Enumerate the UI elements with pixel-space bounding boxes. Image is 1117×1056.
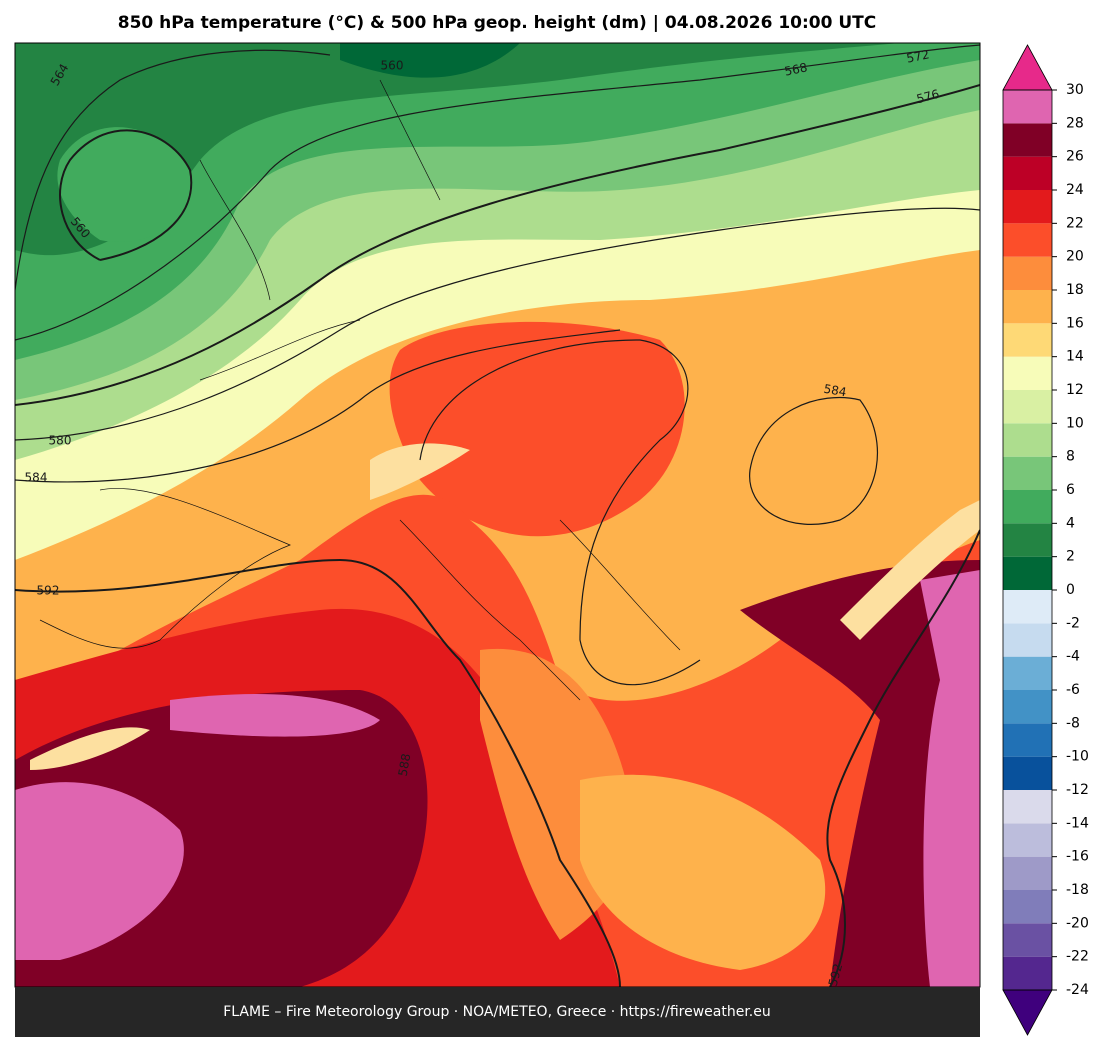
colorbar-tick-label: -14 xyxy=(1066,815,1089,831)
colorbar-over xyxy=(1002,44,1053,91)
colorbar-tick-label: 14 xyxy=(1066,349,1084,365)
colorbar-band xyxy=(1003,590,1052,624)
colorbar-band xyxy=(1003,690,1052,724)
colorbar-band xyxy=(1003,790,1052,824)
temp-zone xyxy=(15,43,980,360)
temp-zone xyxy=(389,321,685,537)
map: 564 560 560 568 572 576 580 584 584 592 … xyxy=(15,43,980,988)
colorbar-band xyxy=(1003,90,1052,124)
contour-label: 592 xyxy=(826,962,845,988)
colorbar-tick-label: 10 xyxy=(1066,415,1084,431)
contour-label: 584 xyxy=(25,471,48,485)
colorbar-band xyxy=(1003,356,1052,390)
colorbar-band xyxy=(1003,956,1052,990)
temp-zone xyxy=(920,570,980,987)
footer-text: FLAME – Fire Meteorology Group · NOA/MET… xyxy=(223,1004,771,1020)
temp-zone xyxy=(340,43,520,78)
contour-label: 592 xyxy=(37,584,60,598)
colorbar-band xyxy=(1003,490,1052,524)
colorbar-tick-label: -6 xyxy=(1066,682,1080,698)
colorbar-tick-label: -12 xyxy=(1066,782,1089,798)
colorbar-tick-label: -20 xyxy=(1066,915,1089,931)
colorbar-band xyxy=(1003,756,1052,790)
contour-label: 560 xyxy=(381,59,404,73)
colorbar-band xyxy=(1003,823,1052,857)
colorbar-tick-label: -4 xyxy=(1066,649,1080,665)
colorbar-tick-label: 16 xyxy=(1066,315,1084,331)
colorbar-tick-label: 26 xyxy=(1066,149,1084,165)
colorbar-band xyxy=(1003,856,1052,890)
temp-zone xyxy=(170,694,380,737)
footer-bar xyxy=(15,987,980,1037)
colorbar-tick-label: 0 xyxy=(1066,582,1075,598)
contour-label: 580 xyxy=(49,434,72,448)
contour-label: 584 xyxy=(823,382,848,400)
colorbar-band xyxy=(1003,256,1052,290)
colorbar: -24-22-20-18-16-14-12-10-8-6-4-202468101… xyxy=(1002,44,1089,1036)
temp-zone xyxy=(580,774,826,970)
colorbar-band xyxy=(1003,390,1052,424)
colorbar-tick-label: 24 xyxy=(1066,182,1084,198)
contour-label: 588 xyxy=(396,752,414,777)
colorbar-band xyxy=(1003,556,1052,590)
map-title: 850 hPa temperature (°C) & 500 hPa geop.… xyxy=(118,13,877,33)
contour xyxy=(59,129,193,261)
colorbar-tick-label: -18 xyxy=(1066,882,1089,898)
colorbar-band xyxy=(1003,523,1052,557)
colorbar-tick-label: 4 xyxy=(1066,515,1075,531)
contour-label: 576 xyxy=(915,87,941,106)
temp-zone xyxy=(740,560,980,987)
colorbar-band xyxy=(1003,156,1052,190)
colorbar-band xyxy=(1003,223,1052,257)
colorbar-band xyxy=(1003,923,1052,957)
contour xyxy=(826,529,980,987)
coastline xyxy=(199,319,681,701)
colorbar-tick-label: 8 xyxy=(1066,449,1075,465)
colorbar-band xyxy=(1003,423,1052,457)
contour xyxy=(15,49,331,291)
colorbar-tick-label: 18 xyxy=(1066,282,1084,298)
colorbar-tick-label: -16 xyxy=(1066,849,1089,865)
colorbar-band xyxy=(1003,656,1052,690)
temp-zone xyxy=(15,782,184,960)
colorbar-tick-label: 2 xyxy=(1066,549,1075,565)
colorbar-band xyxy=(1003,190,1052,224)
colorbar-tick-label: 6 xyxy=(1066,482,1075,498)
colorbar-band xyxy=(1003,456,1052,490)
contour xyxy=(15,44,980,341)
colorbar-tick-label: -8 xyxy=(1066,715,1080,731)
colorbar-band xyxy=(1003,290,1052,324)
colorbar-tick-label: 30 xyxy=(1066,82,1084,98)
colorbar-tick-label: 28 xyxy=(1066,115,1084,131)
contour-label: 568 xyxy=(783,60,808,78)
temp-zone xyxy=(370,443,470,500)
colorbar-frame xyxy=(1002,89,1053,991)
contour xyxy=(15,558,621,987)
contour xyxy=(419,339,701,686)
colorbar-band xyxy=(1003,723,1052,757)
contour xyxy=(749,396,879,525)
colorbar-tick-label: 22 xyxy=(1066,215,1084,231)
colorbar-tick-label: -24 xyxy=(1066,982,1089,998)
colorbar-under xyxy=(1002,989,1053,1036)
contour-label: 572 xyxy=(905,47,930,65)
temp-zone xyxy=(57,127,192,242)
colorbar-tick-label: 12 xyxy=(1066,382,1084,398)
temp-zone xyxy=(30,727,150,770)
coastline xyxy=(199,79,441,301)
contour xyxy=(15,207,980,441)
colorbar-tick-label: -22 xyxy=(1066,949,1089,965)
contour xyxy=(15,84,980,406)
colorbar-band xyxy=(1003,123,1052,157)
colorbar-tick-label: -10 xyxy=(1066,749,1089,765)
contour xyxy=(15,329,621,483)
colorbar-tick-label: 20 xyxy=(1066,249,1084,265)
temp-zone xyxy=(840,500,980,640)
colorbar-band xyxy=(1003,323,1052,357)
colorbar-tick-label: -2 xyxy=(1066,615,1080,631)
colorbar-band xyxy=(1003,890,1052,924)
temp-zone xyxy=(15,43,900,256)
colorbar-band xyxy=(1003,623,1052,657)
